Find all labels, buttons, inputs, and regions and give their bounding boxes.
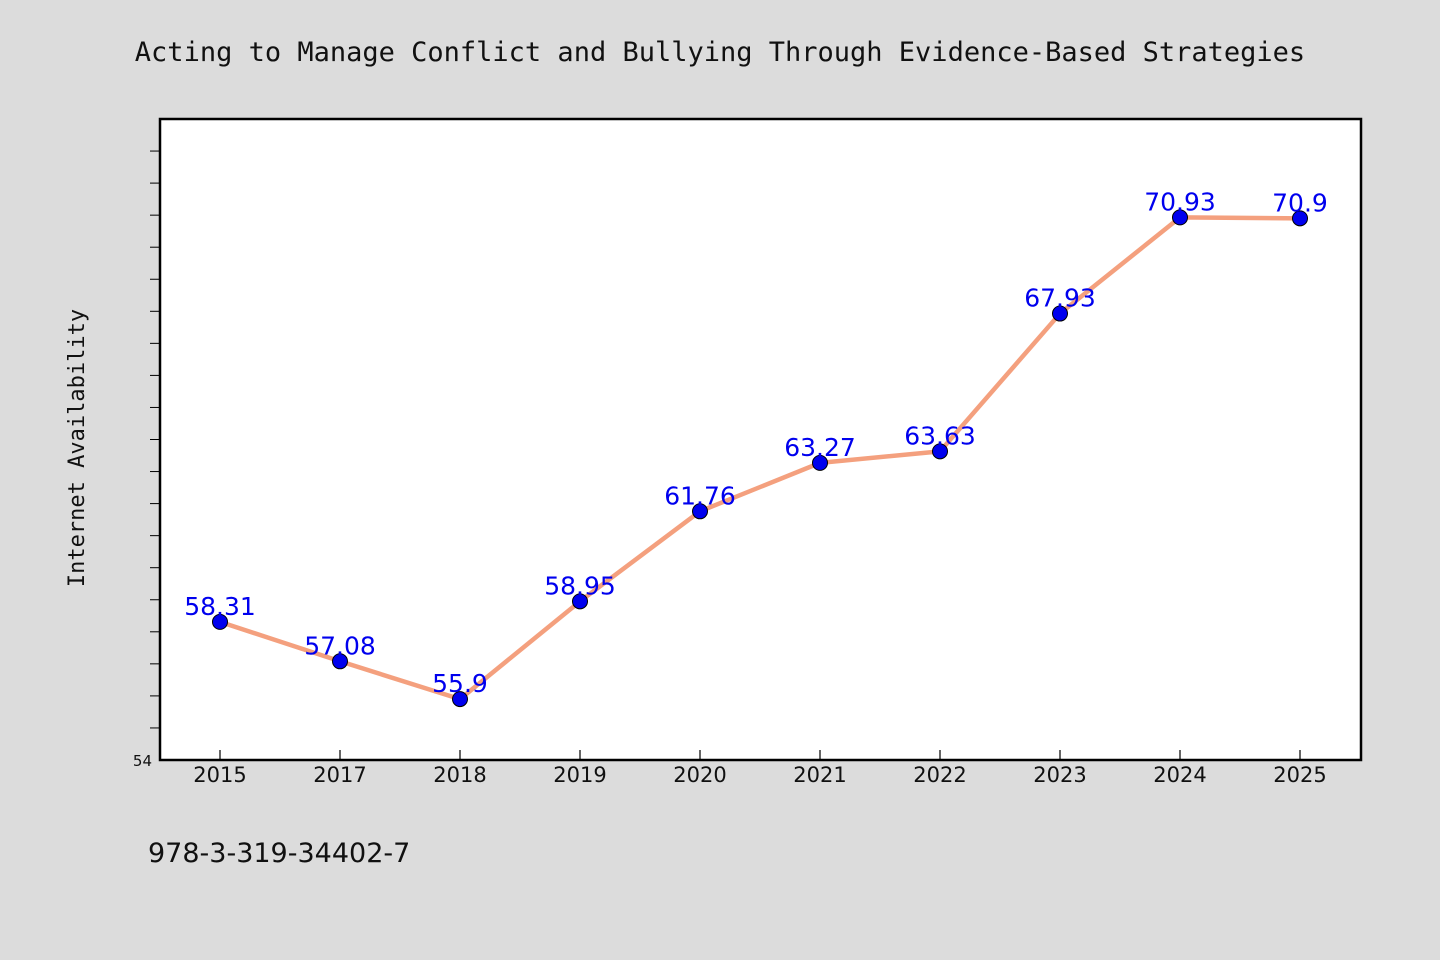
- x-tick-label: 2025: [1273, 763, 1326, 787]
- data-label: 55.9: [432, 669, 488, 698]
- x-tick-label: 2024: [1153, 763, 1206, 787]
- data-point: [452, 691, 468, 708]
- data-point: [932, 443, 948, 460]
- plot-area: [158, 117, 1363, 762]
- data-point: [812, 454, 828, 471]
- x-tick-label: 2023: [1033, 763, 1086, 787]
- data-point: [1292, 210, 1308, 227]
- data-point: [332, 653, 348, 670]
- data-point: [572, 593, 588, 610]
- data-point: [692, 503, 708, 520]
- isbn-footer: 978-3-319-34402-7: [148, 838, 410, 869]
- x-tick-label: 2015: [193, 763, 246, 787]
- data-label: 67.93: [1024, 284, 1096, 313]
- x-tick-label: 2022: [913, 763, 966, 787]
- data-label: 58.95: [544, 571, 616, 600]
- chart-title: Acting to Manage Conflict and Bullying T…: [135, 37, 1305, 68]
- data-label: 70.9: [1272, 188, 1328, 217]
- data-series: 58.31 57.08 55.9 58.95 61.76 63.27 63.63 67.93 7…: [184, 187, 1328, 708]
- y-axis-label: Internet Availability: [65, 309, 90, 587]
- x-tick-label: 2021: [793, 763, 846, 787]
- data-point: [1172, 209, 1188, 226]
- x-tick-label: 2018: [433, 763, 486, 787]
- series-line: [217, 215, 1303, 702]
- data-label: 61.76: [664, 481, 736, 510]
- data-label: 57.08: [304, 631, 376, 660]
- data-label: 63.27: [784, 433, 856, 462]
- data-label: 70.93: [1144, 187, 1216, 216]
- x-tick-label: 2020: [673, 763, 726, 787]
- x-axis: 2015 2017 2018 2019 2020 2021 2022 2023 2024 2025: [193, 750, 1327, 787]
- y-axis-min-label: 54: [133, 752, 152, 770]
- x-tick-label: 2017: [313, 763, 366, 787]
- y-axis-ticks: [150, 150, 160, 729]
- data-point: [212, 613, 228, 630]
- x-tick-label: 2019: [553, 763, 606, 787]
- data-label: 63.63: [904, 421, 976, 450]
- data-point: [1052, 305, 1068, 322]
- data-label: 58.31: [184, 592, 256, 621]
